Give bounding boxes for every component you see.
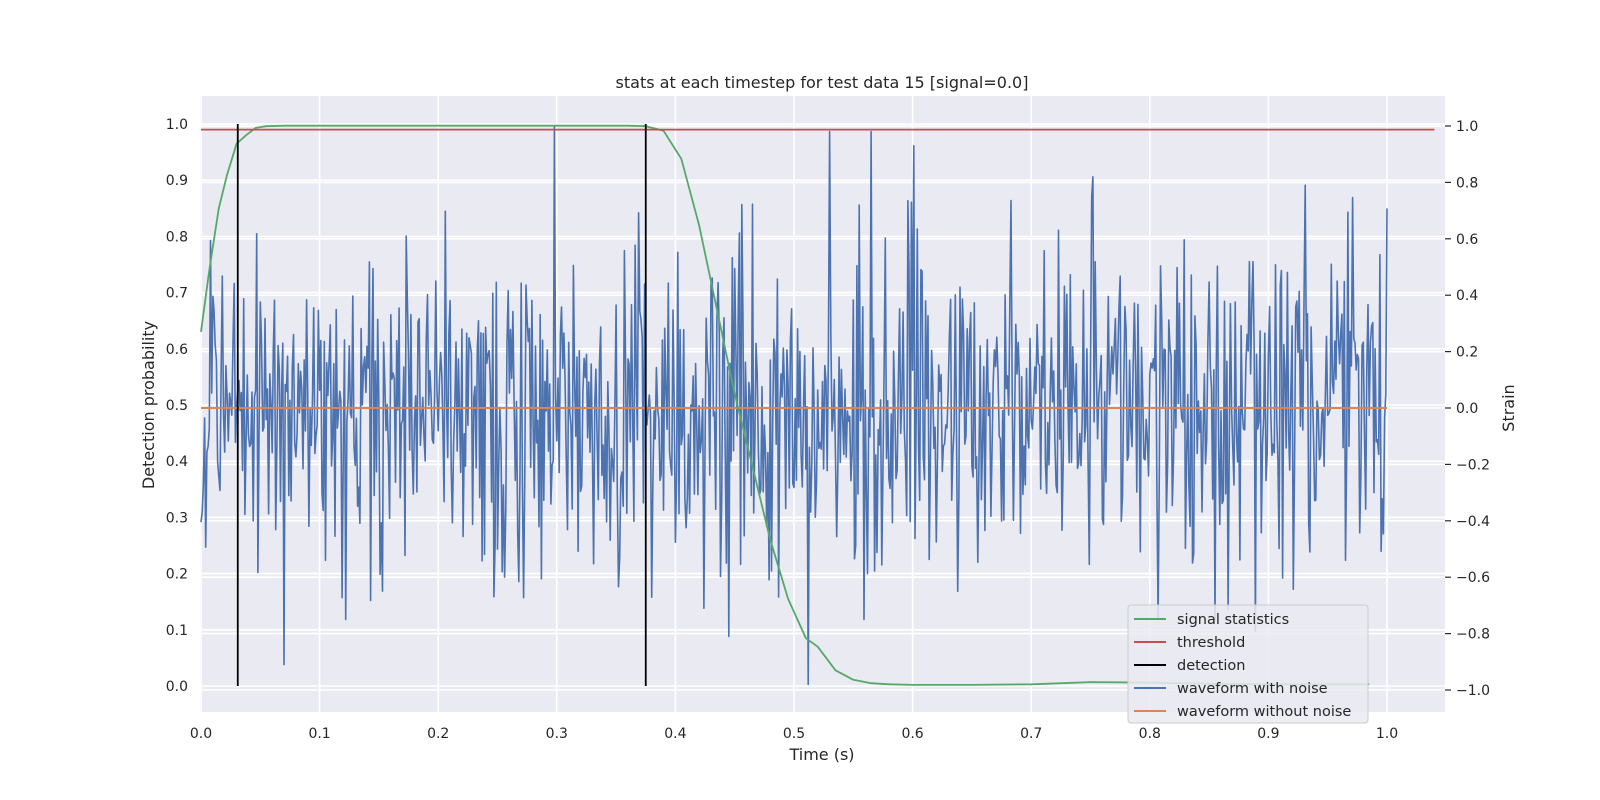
y-tick-label-left: 0.8 xyxy=(166,229,188,245)
y-tick-label-right: 0.2 xyxy=(1456,345,1478,361)
y-tick-label-left: 0.1 xyxy=(166,623,188,639)
x-tick-label: 0.3 xyxy=(546,726,568,742)
y-axis-label-left: Detection probability xyxy=(139,321,158,489)
x-tick-label: 0.5 xyxy=(783,726,805,742)
series-signal-statistics xyxy=(200,124,1370,686)
y-tick-label-left: 0.9 xyxy=(166,173,188,189)
y-tick-label-left: 0.5 xyxy=(166,398,188,414)
y-tick-label-left: 0.2 xyxy=(166,567,188,583)
series-layer xyxy=(200,124,1435,686)
x-tick-label: 0.6 xyxy=(901,726,923,742)
y-tick-label-right: 0.8 xyxy=(1456,175,1478,191)
y-tick-label-right: 0.6 xyxy=(1456,232,1478,248)
y-tick-label-right: 0.4 xyxy=(1456,288,1478,304)
tick-labels: 0.0 0.1 0.2 0.3 0.4 0.5 0.6 0.7 0.8 0.9 1.0 0.0 0.1 0… xyxy=(166,117,1490,742)
series-waveform-with-noise xyxy=(200,125,1388,686)
y-tick-label-right: 1.0 xyxy=(1456,119,1478,135)
y-tick-label-left: 0.6 xyxy=(166,342,188,358)
x-tick-label: 0.0 xyxy=(190,726,212,742)
chart-title: stats at each timestep for test data 15 … xyxy=(616,73,1029,92)
legend: signal statistics threshold detection wavef… xyxy=(1127,604,1369,724)
legend-label: waveform without noise xyxy=(1177,704,1351,720)
y-axis-label-right: Strain xyxy=(1499,384,1518,431)
x-tick-label: 1.0 xyxy=(1376,726,1398,742)
legend-box xyxy=(1127,604,1369,724)
y-tick-label-left: 0.0 xyxy=(166,679,188,695)
legend-label: waveform with noise xyxy=(1177,681,1328,697)
y-tick-label-right: −1.0 xyxy=(1456,683,1490,699)
x-tick-label: 0.1 xyxy=(308,726,330,742)
y-tick-label-right: −0.2 xyxy=(1456,457,1490,473)
x-tick-label: 0.8 xyxy=(1139,726,1161,742)
y-tick-label-left: 0.7 xyxy=(166,286,188,302)
y-tick-label-right: 0.0 xyxy=(1456,401,1478,417)
y-tick-label-left: 0.4 xyxy=(166,454,188,470)
y-tick-label-right: −0.6 xyxy=(1456,570,1490,586)
legend-label: signal statistics xyxy=(1177,612,1289,628)
x-tick-label: 0.9 xyxy=(1257,726,1279,742)
legend-label: threshold xyxy=(1177,635,1245,651)
y-tick-label-right: −0.4 xyxy=(1456,514,1490,530)
y-tick-label-left: 1.0 xyxy=(166,117,188,133)
x-tick-label: 0.2 xyxy=(427,726,449,742)
x-axis-label: Time (s) xyxy=(788,745,854,764)
y-tick-label-left: 0.3 xyxy=(166,510,188,526)
x-tick-label: 0.7 xyxy=(1020,726,1042,742)
y-tick-label-right: −0.8 xyxy=(1456,627,1490,643)
x-tick-label: 0.4 xyxy=(664,726,686,742)
legend-label: detection xyxy=(1177,658,1245,674)
